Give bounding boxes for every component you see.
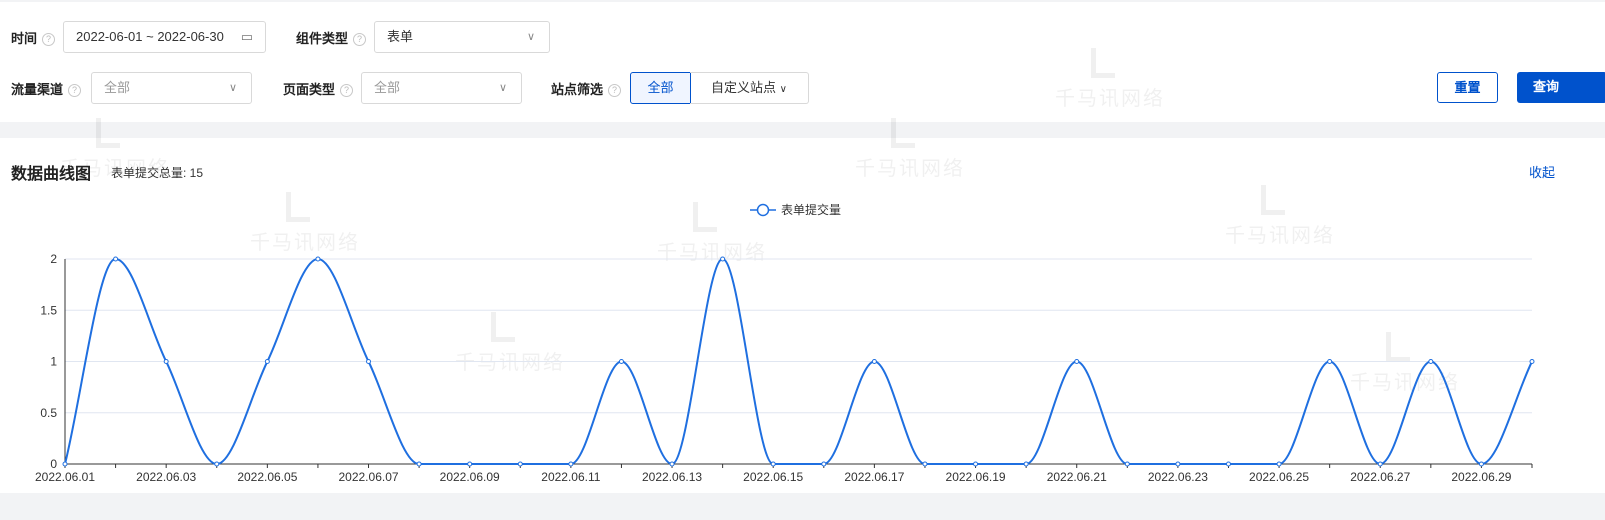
site-filter-custom-label: 自定义站点 bbox=[711, 80, 777, 95]
date-range-value: 2022-06-01 ~ 2022-06-30 bbox=[76, 29, 224, 44]
help-icon[interactable]: ? bbox=[353, 33, 367, 46]
watermark: 千马讯网络 bbox=[455, 312, 565, 375]
card-title: 数据曲线图 bbox=[11, 166, 92, 183]
watermark: 千马讯网络 bbox=[855, 118, 965, 181]
watermark: 千马讯网络 bbox=[1055, 48, 1165, 111]
traffic-channel-select[interactable]: 全部 ∨ bbox=[91, 72, 252, 104]
watermark: 千马讯网络 bbox=[657, 202, 767, 265]
component-type-label: 组件类型? bbox=[296, 28, 367, 47]
help-icon[interactable]: ? bbox=[68, 84, 82, 97]
submission-total: 表单提交总量: 15 bbox=[111, 166, 204, 180]
site-filter-all[interactable]: 全部 bbox=[630, 72, 691, 104]
page-type-select[interactable]: 全部 ∨ bbox=[361, 72, 522, 104]
component-type-value: 表单 bbox=[387, 29, 414, 44]
component-type-select[interactable]: 表单 ∨ bbox=[374, 21, 550, 53]
traffic-channel-placeholder: 全部 bbox=[104, 80, 131, 95]
site-filter-label: 站点筛选? bbox=[551, 79, 622, 98]
filter-panel: 时间? 2022-06-01 ~ 2022-06-30 ▭ 组件类型? 表单 ∨ 流… bbox=[0, 2, 1605, 122]
help-icon[interactable]: ? bbox=[608, 84, 622, 97]
chart-card: 数据曲线图 表单提交总量: 15 收起 bbox=[0, 138, 1605, 493]
page-type-placeholder: 全部 bbox=[374, 80, 401, 95]
watermark: 千马讯网络 bbox=[250, 192, 360, 255]
chevron-down-icon: ∨ bbox=[498, 82, 507, 94]
help-icon[interactable]: ? bbox=[42, 33, 56, 46]
site-filter-custom[interactable]: 自定义站点 ∨ bbox=[690, 72, 809, 104]
time-label: 时间? bbox=[11, 28, 56, 47]
query-button[interactable]: 查询 bbox=[1517, 72, 1605, 103]
collapse-link[interactable]: 收起 bbox=[1529, 165, 1556, 180]
watermark: 千马讯网络 bbox=[60, 118, 170, 181]
traffic-channel-label: 流量渠道? bbox=[11, 79, 82, 98]
date-range-picker[interactable]: 2022-06-01 ~ 2022-06-30 ▭ bbox=[63, 21, 266, 53]
reset-button[interactable]: 重置 bbox=[1437, 72, 1498, 103]
chevron-down-icon: ∨ bbox=[228, 82, 237, 94]
chevron-down-icon: ∨ bbox=[526, 31, 535, 43]
calendar-icon: ▭ bbox=[240, 29, 253, 44]
help-icon[interactable]: ? bbox=[340, 84, 354, 97]
page-type-label: 页面类型? bbox=[283, 79, 354, 98]
watermark: 千马讯网络 bbox=[1225, 185, 1335, 248]
watermark: 千马讯网络 bbox=[1350, 332, 1460, 395]
chevron-down-icon: ∨ bbox=[779, 84, 787, 95]
